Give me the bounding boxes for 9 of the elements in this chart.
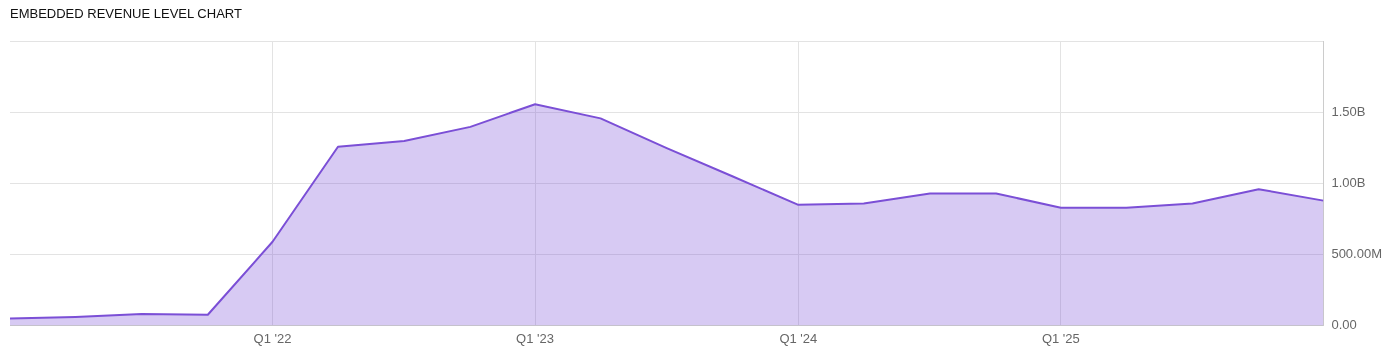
y-tick-label: 0.00 [1331,316,1357,332]
x-tick-label: Q1 '23 [516,330,555,346]
x-tick-label: Q1 '22 [253,330,292,346]
x-tick-label: Q1 '25 [1041,330,1080,346]
chart-title: EMBEDDED REVENUE LEVEL CHART [10,6,242,21]
y-tick-label: 1.50B [1331,104,1366,120]
y-tick-label: 500.00M [1331,246,1382,262]
y-tick-label: 1.00B [1331,175,1366,191]
x-tick-label: Q1 '24 [779,330,818,346]
